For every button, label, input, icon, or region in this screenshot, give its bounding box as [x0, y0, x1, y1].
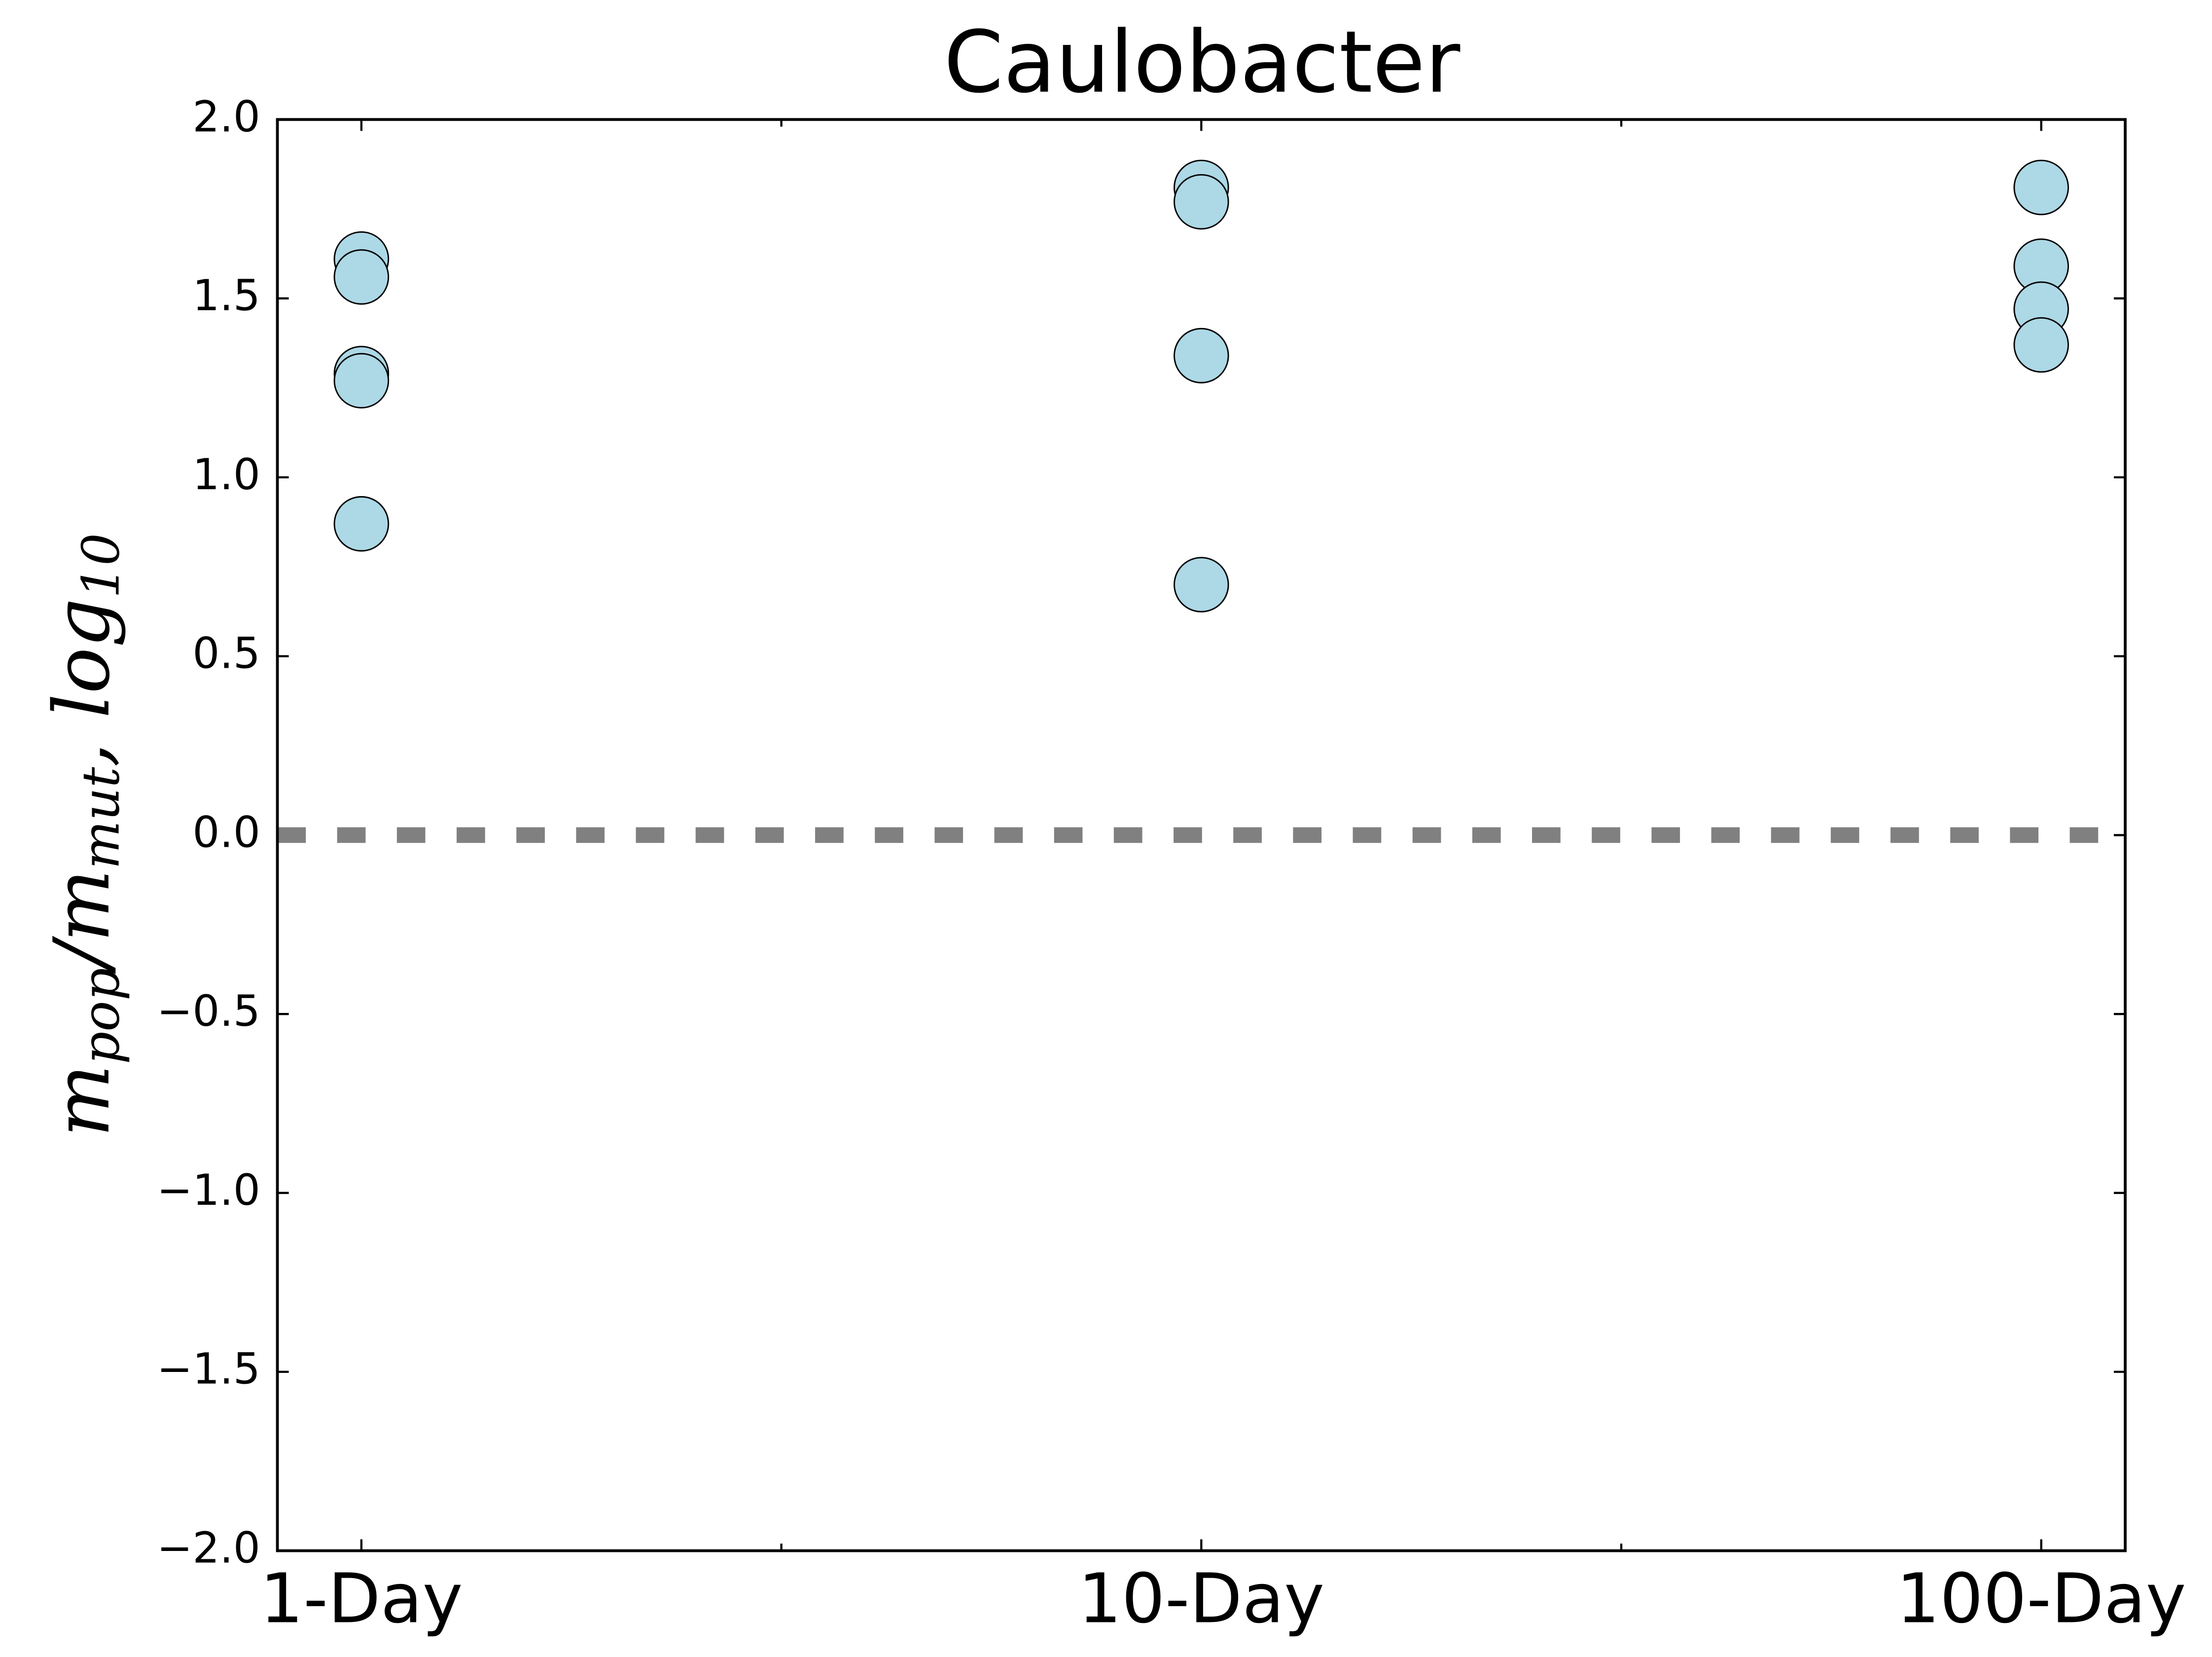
point — [333, 353, 390, 409]
y-tick-label: 0.0 — [192, 808, 260, 857]
point — [1174, 327, 1229, 384]
point — [333, 249, 390, 305]
plot-frame — [276, 118, 2127, 1552]
point — [2013, 159, 2069, 216]
y-label-sub: mut — [72, 767, 131, 869]
point — [1174, 174, 1229, 230]
y-tick-label: −1.0 — [157, 1166, 260, 1215]
chart-title: Caulobacter — [944, 12, 1461, 112]
y-tick-label: −1.5 — [157, 1345, 260, 1394]
y-axis-label: mpop​/mmut​, log10​ — [36, 533, 131, 1137]
point — [2013, 317, 2069, 373]
y-label-part: , log — [36, 598, 126, 767]
y-label-part: m — [36, 1064, 126, 1137]
y-label-sub: pop — [72, 968, 131, 1064]
y-tick-label: 1.0 — [192, 450, 260, 500]
y-tick-label: 0.5 — [192, 629, 260, 679]
y-tick-label: 1.5 — [192, 271, 260, 321]
point — [1174, 557, 1229, 612]
x-tick-label: 100-Day — [1896, 1558, 2186, 1638]
point — [333, 496, 390, 552]
y-label-sub: 10 — [72, 533, 131, 598]
y-label-part: /m — [36, 869, 126, 974]
y-tick-label: 2.0 — [192, 92, 260, 142]
y-tick-label: −0.5 — [157, 987, 260, 1036]
x-tick-label: 10-Day — [1078, 1558, 1324, 1638]
y-tick-label: −2.0 — [157, 1523, 260, 1573]
x-tick-label: 1-Day — [260, 1558, 463, 1638]
